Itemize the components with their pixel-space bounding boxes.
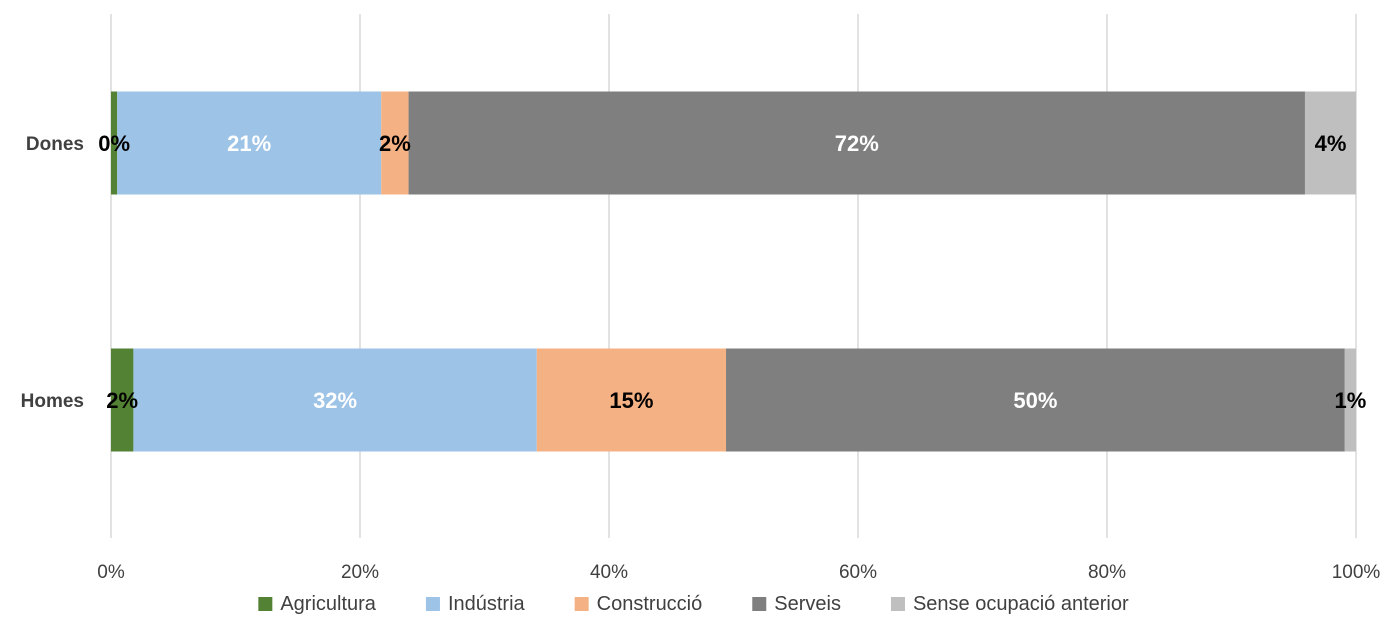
x-tick-label: 60% <box>839 562 877 583</box>
bar-segment <box>133 348 537 452</box>
bar-segment <box>111 348 134 452</box>
x-tick-label: 0% <box>97 562 125 583</box>
data-labels: 0% 21% 2% 72% 4% 2% 32% 15% 50% 1% <box>98 131 1366 413</box>
legend-label: Construcció <box>597 593 703 615</box>
data-label: 2% <box>379 131 411 156</box>
data-label: 32% <box>313 388 357 413</box>
bar-segment <box>117 91 382 195</box>
x-tick-label: 100% <box>1332 562 1381 583</box>
data-label: 21% <box>227 131 271 156</box>
category-label: Homes <box>21 391 84 412</box>
legend-swatch <box>425 597 440 611</box>
data-label: 50% <box>1013 388 1057 413</box>
data-label: 4% <box>1315 131 1347 156</box>
x-tick-label: 40% <box>590 562 628 583</box>
x-tick-label: 80% <box>1088 562 1126 583</box>
legend: Agricultura Indústria Construcció Serveis Se… <box>258 593 1129 615</box>
bar-segment <box>726 348 1345 452</box>
data-label: 1% <box>1334 388 1366 413</box>
value-axis: 0% 20% 40% 60% 80% 100% <box>97 562 1380 583</box>
category-axis: Dones Homes <box>21 134 84 412</box>
bar-segment <box>536 348 727 452</box>
legend-label: Sense ocupació anterior <box>913 593 1129 615</box>
legend-label: Indústria <box>448 593 526 615</box>
legend-swatch <box>890 597 905 611</box>
legend-label: Agricultura <box>280 593 376 615</box>
data-label: 15% <box>609 388 653 413</box>
bars <box>111 91 1356 452</box>
legend-swatch <box>258 597 273 611</box>
bar-segment <box>381 91 409 195</box>
legend-swatch <box>752 597 767 611</box>
bar-segment <box>1344 348 1356 452</box>
data-label: 2% <box>106 388 138 413</box>
legend-label: Serveis <box>774 593 841 615</box>
category-label: Dones <box>26 134 84 155</box>
data-label: 72% <box>835 131 879 156</box>
bar-segment <box>1304 91 1356 195</box>
bar-segment <box>111 91 118 195</box>
legend-swatch <box>574 597 589 611</box>
x-tick-label: 20% <box>341 562 379 583</box>
bar-segment <box>408 91 1305 195</box>
data-label: 0% <box>98 131 130 156</box>
